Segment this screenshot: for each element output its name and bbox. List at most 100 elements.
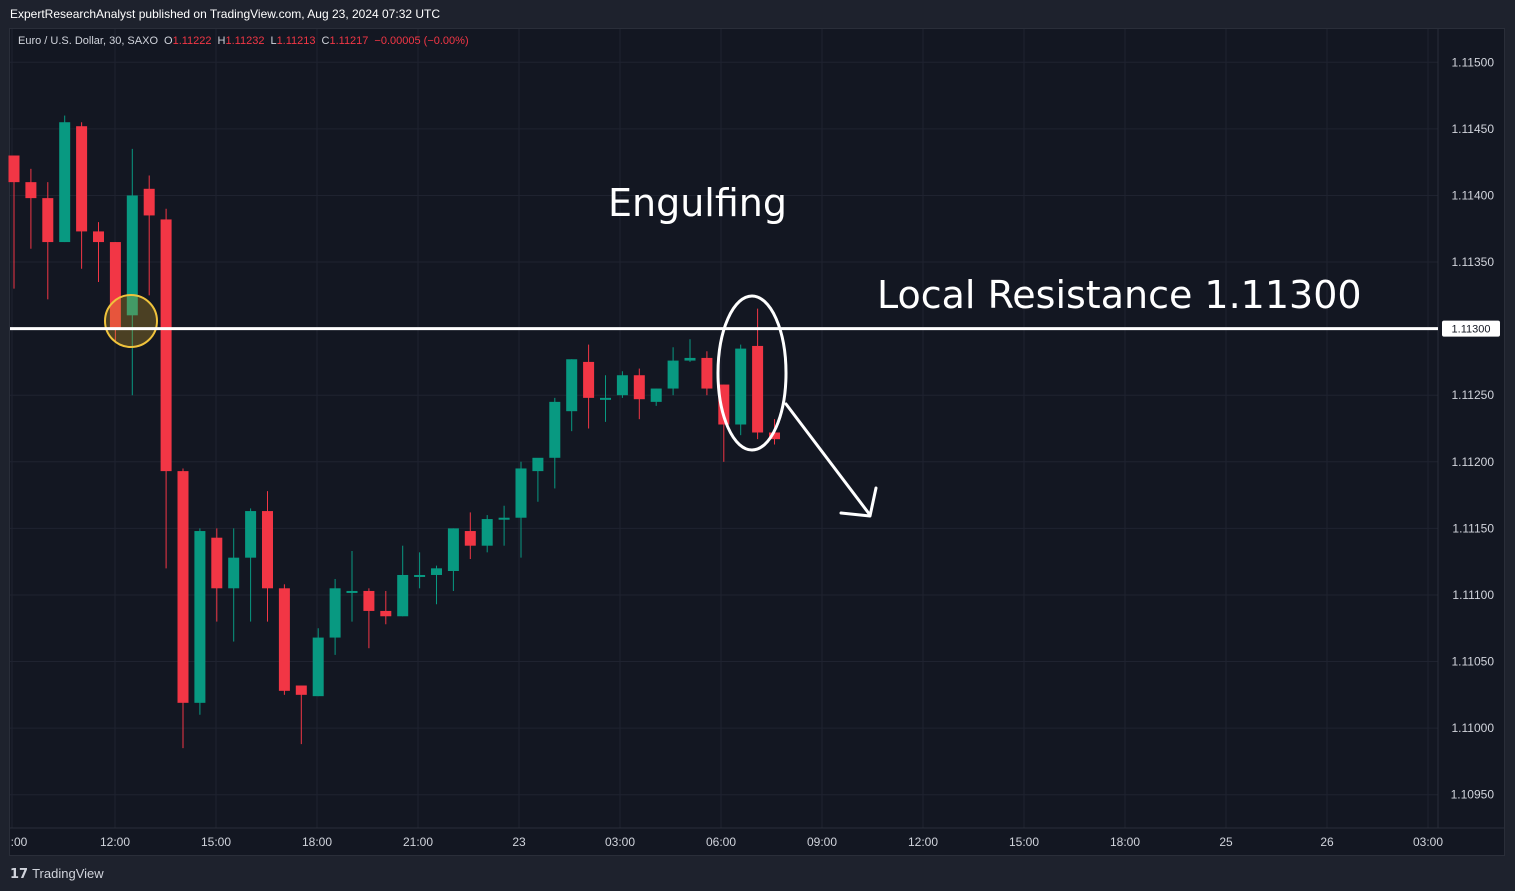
candle[interactable] — [447, 528, 459, 591]
candle-body — [25, 182, 37, 199]
candle[interactable] — [143, 175, 155, 296]
candle[interactable] — [414, 552, 426, 589]
candle[interactable] — [549, 397, 561, 489]
candle-body — [143, 188, 155, 216]
candle[interactable] — [583, 344, 595, 429]
candle[interactable] — [346, 551, 358, 622]
candle[interactable] — [397, 545, 409, 617]
candle[interactable] — [650, 388, 662, 406]
candle[interactable] — [616, 371, 628, 398]
price-tick-label: 1.11100 — [1452, 588, 1494, 602]
candle-body — [498, 517, 510, 520]
candle[interactable] — [633, 368, 645, 420]
candle[interactable] — [667, 347, 679, 396]
candle[interactable] — [93, 222, 104, 283]
candle-body — [295, 685, 307, 695]
candle[interactable] — [431, 565, 442, 605]
candle[interactable] — [380, 590, 392, 625]
candle-body — [126, 195, 138, 316]
candle[interactable] — [532, 457, 544, 502]
candle[interactable] — [245, 508, 257, 622]
price-tick-label: 1.11250 — [1452, 388, 1495, 402]
close-label: C — [321, 35, 330, 47]
candle-body — [194, 531, 206, 703]
time-tick-label: 15:00 — [201, 835, 231, 849]
candle[interactable] — [363, 588, 375, 649]
time-tick-label: :00 — [11, 835, 28, 849]
candle-body — [109, 242, 121, 329]
low-value: 1.11213 — [276, 35, 316, 47]
candle[interactable] — [312, 628, 324, 697]
high-label: H — [217, 35, 226, 47]
candle[interactable] — [76, 122, 88, 269]
candle[interactable] — [25, 168, 37, 249]
candle[interactable] — [228, 528, 240, 642]
price-tick-label: 1.11450 — [1452, 122, 1495, 136]
time-tick-label: 26 — [1320, 835, 1334, 849]
candle[interactable] — [278, 584, 290, 695]
price-tick-label: 1.11150 — [1452, 521, 1494, 535]
candle[interactable] — [498, 505, 510, 546]
candle[interactable] — [194, 528, 206, 715]
candle-body — [752, 345, 764, 433]
candle-body — [549, 401, 561, 458]
price-tick-label: 1.11000 — [1452, 721, 1495, 735]
candles — [8, 115, 780, 749]
candle[interactable] — [600, 375, 611, 422]
candle-body — [515, 468, 527, 518]
time-tick-label: 03:00 — [605, 835, 635, 849]
candle[interactable] — [718, 384, 730, 462]
engulfing-ellipse — [716, 294, 788, 452]
candle-body — [278, 588, 290, 691]
candle[interactable] — [42, 182, 54, 300]
candle[interactable] — [211, 528, 223, 622]
candle[interactable] — [752, 308, 764, 440]
low-label: L — [270, 35, 277, 47]
brand-label: TradingView — [32, 866, 104, 881]
candle[interactable] — [177, 468, 189, 749]
candle-body — [160, 219, 172, 472]
publish-bar: ExpertResearchAnalyst published on Tradi… — [0, 0, 1515, 28]
candle-body — [228, 557, 240, 589]
price-tick-label: 1.11500 — [1452, 55, 1495, 69]
candle[interactable] — [59, 115, 71, 243]
chart-frame — [9, 28, 1505, 856]
candle-body — [684, 357, 696, 361]
candle[interactable] — [515, 461, 527, 558]
candle-body — [667, 360, 679, 389]
candle[interactable] — [566, 359, 578, 432]
candle[interactable] — [262, 491, 273, 622]
candle[interactable] — [701, 351, 713, 396]
time-tick-label: 12:00 — [100, 835, 130, 849]
candle-body — [735, 348, 747, 425]
candle-body — [312, 637, 324, 697]
tradingview-brand[interactable]: 17 TradingView — [10, 866, 104, 882]
candle[interactable] — [109, 242, 121, 342]
high-value: 1.11232 — [225, 35, 265, 47]
down-arrow — [784, 402, 878, 518]
ohlc-legend: Euro / U.S. Dollar, 30, SAXO O1.11222 H1.1… — [18, 35, 469, 47]
candle[interactable] — [160, 208, 172, 569]
time-axis[interactable]: :00 12:00 15:00 18:00 21:00 23 03:00 06:00 09:00… — [11, 835, 1444, 849]
time-tick-label: 25 — [1219, 835, 1233, 849]
candle[interactable] — [464, 512, 476, 560]
candle[interactable] — [684, 339, 696, 362]
price-tick-label: 1.11050 — [1452, 655, 1495, 669]
candle[interactable] — [481, 515, 493, 553]
candle[interactable] — [735, 344, 747, 436]
candle-body — [481, 519, 493, 546]
price-axis[interactable]: 1.11500 1.11450 1.11400 1.11350 1.11300 1.112… — [1451, 55, 1495, 801]
symbol-label[interactable]: Euro / U.S. Dollar, 30, SAXO — [18, 35, 159, 47]
support-touch-highlight — [104, 294, 158, 348]
resistance-annotation: Local Resistance 1.11300 — [877, 273, 1362, 317]
candle-body — [566, 359, 578, 412]
candle[interactable] — [329, 578, 341, 655]
time-tick-label: 18:00 — [1110, 835, 1140, 849]
candle[interactable] — [295, 685, 307, 745]
candle[interactable] — [126, 148, 138, 396]
candle[interactable] — [8, 155, 20, 289]
candle-body — [633, 375, 645, 400]
candle-body — [600, 397, 611, 400]
open-value: 1.11222 — [172, 35, 212, 47]
